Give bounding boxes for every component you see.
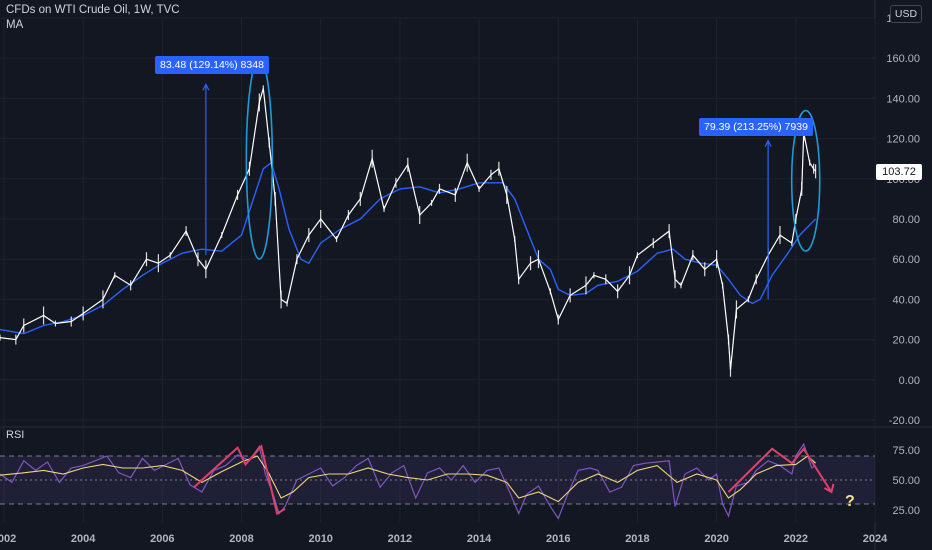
price-tick-label: 140.00 xyxy=(886,93,920,105)
time-tick-label: 2016 xyxy=(546,533,570,545)
indicator-label[interactable]: MA xyxy=(6,19,24,31)
rsi-trend-arrow-2022 xyxy=(727,447,833,493)
time-tick-label: 2020 xyxy=(704,533,728,545)
time-tick-label: 2004 xyxy=(71,533,96,545)
time-tick-label: 2014 xyxy=(467,533,492,545)
rsi-tick-label: 25.00 xyxy=(892,505,920,517)
time-tick-label: 2006 xyxy=(150,533,174,545)
question-mark-annotation: ? xyxy=(845,493,855,510)
range-arrow-2008-head xyxy=(202,82,210,91)
range-arrow-2022-head xyxy=(764,139,772,147)
price-tick-label: 20.00 xyxy=(892,335,920,347)
time-tick-label: 2024 xyxy=(863,533,888,545)
rsi-arrow-head xyxy=(823,483,835,494)
price-tick-label: 80.00 xyxy=(892,214,920,226)
axis-labels: -20.000.0020.0040.0060.0080.00100.00120.… xyxy=(0,13,920,545)
price-tick-label: 120.00 xyxy=(886,134,920,146)
range-callout-2008[interactable]: 83.48 (129.14%) 8348 xyxy=(155,56,269,74)
annotation-layer xyxy=(193,57,835,516)
peak-ellipse-2008 xyxy=(245,57,274,260)
rsi-pane-label[interactable]: RSI xyxy=(6,429,25,441)
time-tick-label: 2018 xyxy=(625,533,649,545)
last-price-tag: 103.72 xyxy=(876,164,922,180)
price-tick-label: 40.00 xyxy=(892,294,920,306)
time-tick-label: 2022 xyxy=(784,533,808,545)
rsi-bands xyxy=(0,455,875,505)
time-tick-label: 2010 xyxy=(308,533,332,545)
price-tick-label: 60.00 xyxy=(892,254,920,266)
time-tick-label: 2002 xyxy=(0,533,16,545)
price-series-line xyxy=(0,88,817,370)
price-tick-label: -20.00 xyxy=(889,415,920,427)
chart-title: CFDs on WTI Crude Oil, 1W, TVC xyxy=(6,4,180,16)
series-layer xyxy=(0,85,817,520)
price-tick-label: 160.00 xyxy=(886,53,920,65)
ma-series-line xyxy=(0,161,817,335)
peak-ellipse-2022 xyxy=(790,109,821,252)
price-tick-label: 0.00 xyxy=(899,375,920,387)
rsi-tick-label: 50.00 xyxy=(892,475,920,487)
time-tick-label: 2012 xyxy=(388,533,412,545)
time-tick-label: 2008 xyxy=(229,533,253,545)
rsi-ma-line xyxy=(0,455,816,503)
range-callout-2022[interactable]: 79.39 (213.25%) 7939 xyxy=(699,118,813,136)
rsi-trend-arrow-2008 xyxy=(193,444,286,516)
currency-button[interactable]: USD xyxy=(890,5,922,23)
rsi-series-line xyxy=(0,442,816,520)
rsi-tick-label: 75.00 xyxy=(892,445,920,457)
